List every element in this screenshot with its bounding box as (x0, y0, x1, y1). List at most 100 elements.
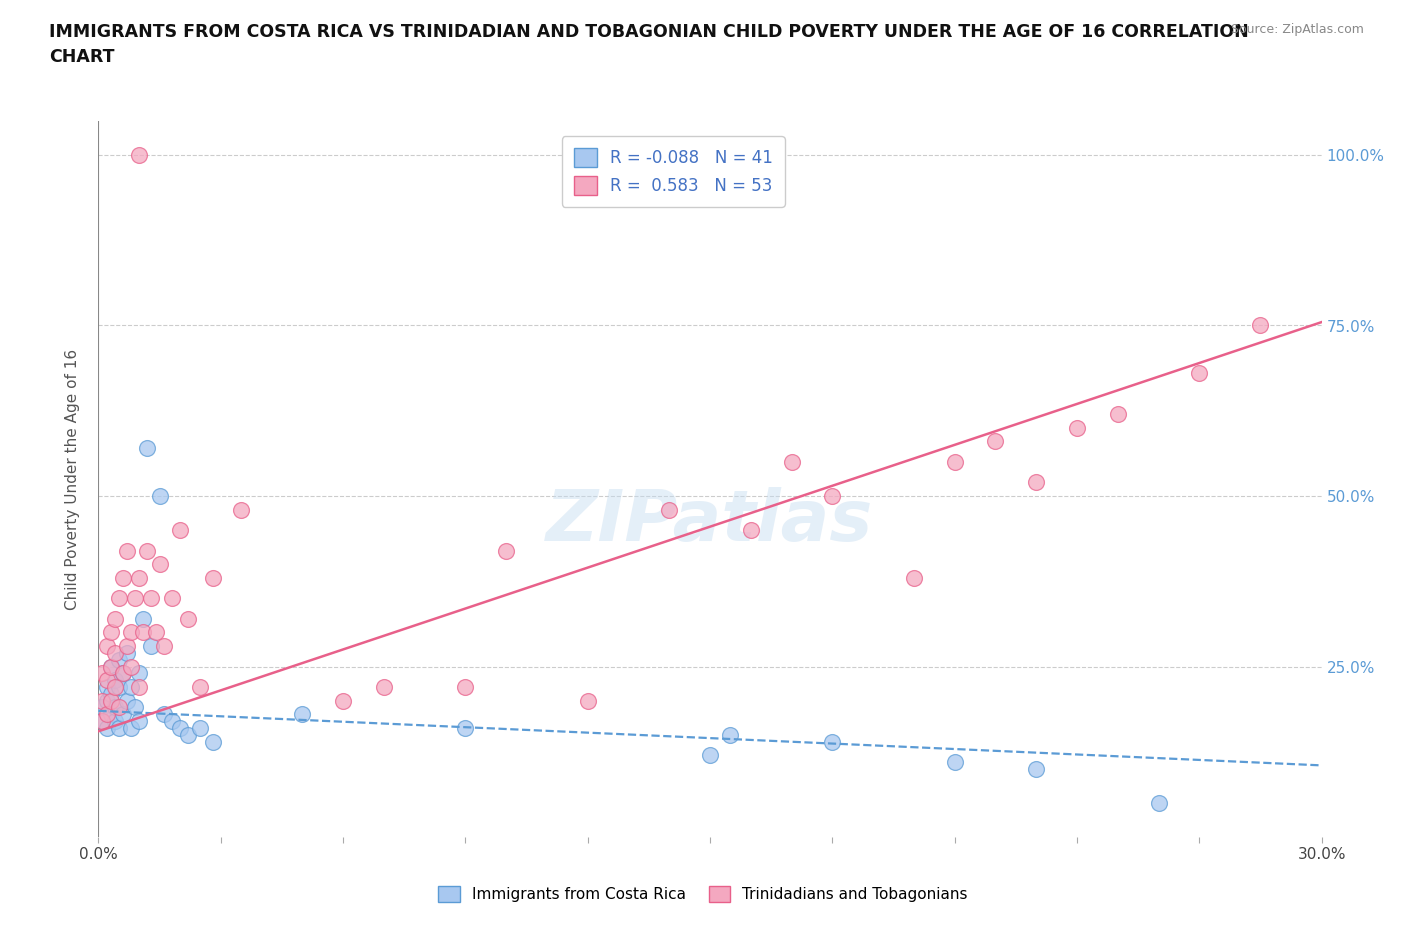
Point (149, 557, 172, 572)
Point (100, 707, 122, 722)
Point (111, 666, 134, 681)
Point (108, 721, 131, 736)
Legend: Immigrants from Costa Rica, Trinidadians and Tobagonians: Immigrants from Costa Rica, Trinidadians… (432, 880, 974, 909)
Point (104, 700, 127, 715)
Point (160, 713, 183, 728)
Point (1025, 475, 1047, 490)
Text: ZIPatlas: ZIPatlas (547, 487, 873, 556)
Point (91, 713, 114, 728)
Point (104, 713, 127, 728)
Point (718, 727, 742, 742)
Point (188, 721, 212, 736)
Point (1249, 318, 1271, 333)
Point (115, 693, 138, 708)
Point (104, 680, 127, 695)
Point (740, 523, 762, 538)
Point (136, 543, 159, 558)
Point (96, 721, 118, 736)
Point (120, 625, 142, 640)
Point (100, 693, 122, 708)
Point (373, 680, 395, 695)
Point (104, 645, 127, 660)
Point (100, 625, 122, 640)
Point (96, 680, 118, 695)
Point (132, 625, 155, 640)
Point (1107, 406, 1129, 421)
Point (177, 611, 200, 626)
Point (120, 659, 142, 674)
Point (128, 570, 150, 585)
Point (128, 666, 150, 681)
Point (91, 713, 114, 728)
Point (1025, 762, 1047, 777)
Point (91, 700, 114, 715)
Point (699, 748, 721, 763)
Text: IMMIGRANTS FROM COSTA RICA VS TRINIDADIAN AND TOBAGONIAN CHILD POVERTY UNDER THE: IMMIGRANTS FROM COSTA RICA VS TRINIDADIA… (49, 23, 1249, 66)
Point (108, 591, 131, 605)
Point (231, 502, 253, 517)
Point (100, 659, 122, 674)
Point (100, 686, 122, 701)
Point (128, 148, 150, 163)
Point (100, 659, 122, 674)
Point (111, 666, 134, 681)
Point (96, 672, 118, 687)
Point (128, 713, 150, 728)
Point (108, 652, 131, 667)
Point (984, 434, 1007, 449)
Point (821, 734, 844, 749)
Point (658, 502, 681, 517)
Point (136, 441, 159, 456)
Point (188, 680, 212, 695)
Point (152, 639, 174, 654)
Point (943, 754, 966, 769)
Point (120, 680, 142, 695)
Point (943, 455, 966, 470)
Point (1188, 365, 1211, 380)
Point (145, 625, 167, 640)
Point (160, 591, 183, 605)
Point (104, 611, 127, 626)
Point (91, 666, 114, 681)
Point (111, 570, 134, 585)
Point (104, 672, 127, 687)
Point (454, 721, 477, 736)
Point (115, 645, 138, 660)
Point (96, 639, 118, 654)
Point (332, 693, 354, 708)
Point (108, 700, 131, 715)
Point (821, 488, 844, 503)
Point (780, 455, 803, 470)
Point (132, 611, 155, 626)
Point (454, 680, 477, 695)
Point (201, 570, 224, 585)
Point (169, 523, 191, 538)
Point (152, 707, 174, 722)
Y-axis label: Child Poverty Under the Age of 16: Child Poverty Under the Age of 16 (65, 349, 80, 609)
Point (141, 591, 163, 605)
Point (169, 721, 191, 736)
Point (124, 700, 146, 715)
Point (1066, 420, 1088, 435)
Point (124, 591, 146, 605)
Point (495, 543, 517, 558)
Point (201, 734, 224, 749)
Point (108, 680, 131, 695)
Point (149, 488, 172, 503)
Point (115, 543, 138, 558)
Point (96, 693, 118, 708)
Point (903, 570, 925, 585)
Point (576, 693, 599, 708)
Legend: R = -0.088   N = 41, R =  0.583   N = 53: R = -0.088 N = 41, R = 0.583 N = 53 (562, 137, 785, 206)
Point (115, 639, 138, 654)
Point (141, 639, 163, 654)
Point (291, 707, 314, 722)
Point (96, 707, 118, 722)
Text: Source: ZipAtlas.com: Source: ZipAtlas.com (1230, 23, 1364, 36)
Point (111, 707, 134, 722)
Point (91, 693, 114, 708)
Point (177, 727, 200, 742)
Point (120, 721, 142, 736)
Point (1147, 795, 1170, 810)
Point (128, 680, 150, 695)
